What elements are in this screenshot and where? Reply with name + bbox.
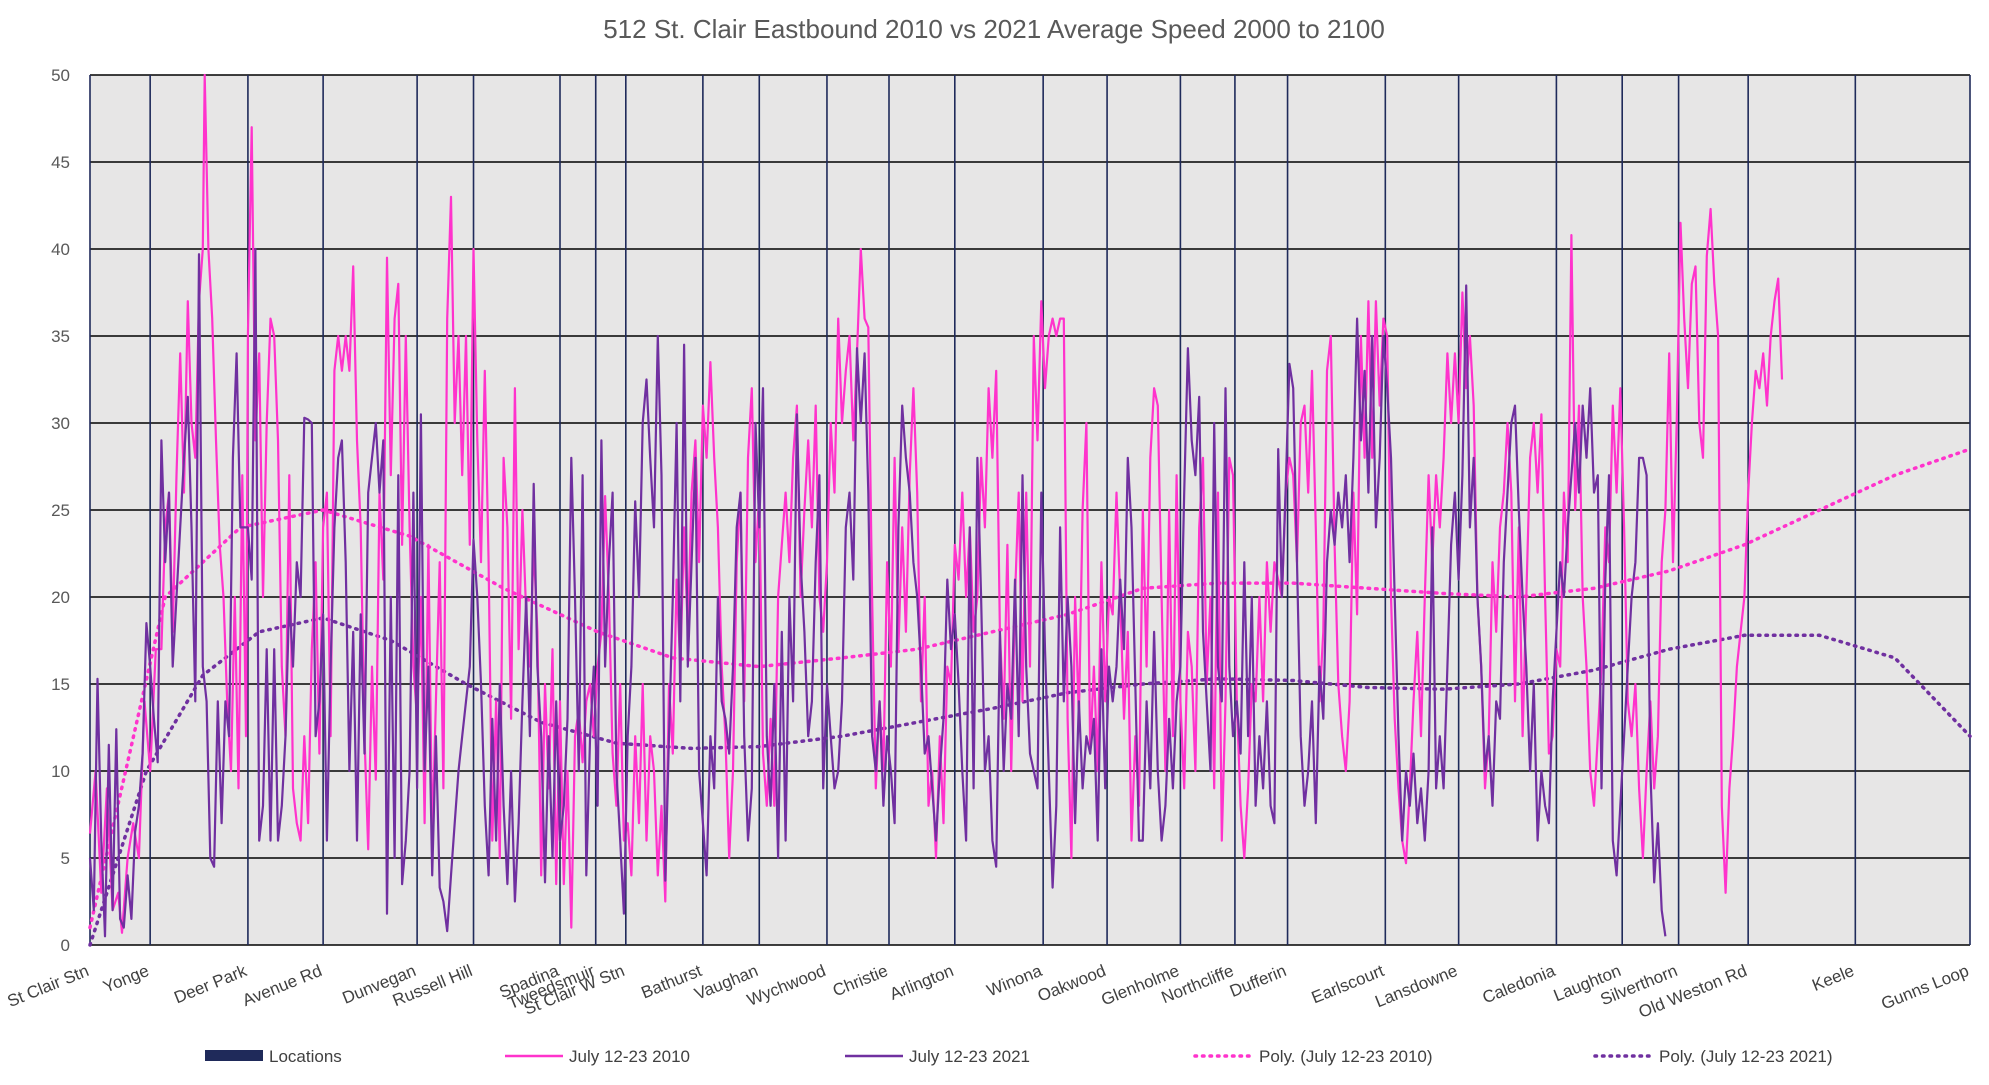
y-tick-label: 30	[51, 414, 70, 433]
y-tick-label: 15	[51, 675, 70, 694]
location-markers	[89, 75, 1971, 945]
series-line	[88, 247, 1667, 938]
legend: Locations July 12-23 2010 July 12-23 2021 P…	[205, 1047, 1833, 1066]
y-tick-label: 5	[61, 849, 70, 868]
y-tick-label: 25	[51, 501, 70, 520]
y-axis-ticks: 0 5 10 15 20 25 30 35 40 45 50	[51, 66, 70, 955]
y-tick-label: 20	[51, 588, 70, 607]
legend-swatch	[205, 1050, 263, 1061]
legend-label: July 12-23 2010	[569, 1047, 690, 1066]
legend-label: Poly. (July 12-23 2021)	[1659, 1047, 1833, 1066]
y-tick-label: 50	[51, 66, 70, 85]
y-tick-label: 40	[51, 240, 70, 259]
legend-label: Locations	[269, 1047, 342, 1066]
series-lines	[88, 73, 1784, 938]
legend-label: Poly. (July 12-23 2010)	[1259, 1047, 1433, 1066]
y-tick-label: 0	[61, 936, 70, 955]
y-tick-label: 45	[51, 153, 70, 172]
series-line	[88, 73, 1784, 934]
y-tick-label: 35	[51, 327, 70, 346]
legend-label: July 12-23 2021	[909, 1047, 1030, 1066]
y-tick-label: 10	[51, 762, 70, 781]
chart-title: 512 St. Clair Eastbound 2010 vs 2021 Ave…	[603, 14, 1385, 44]
